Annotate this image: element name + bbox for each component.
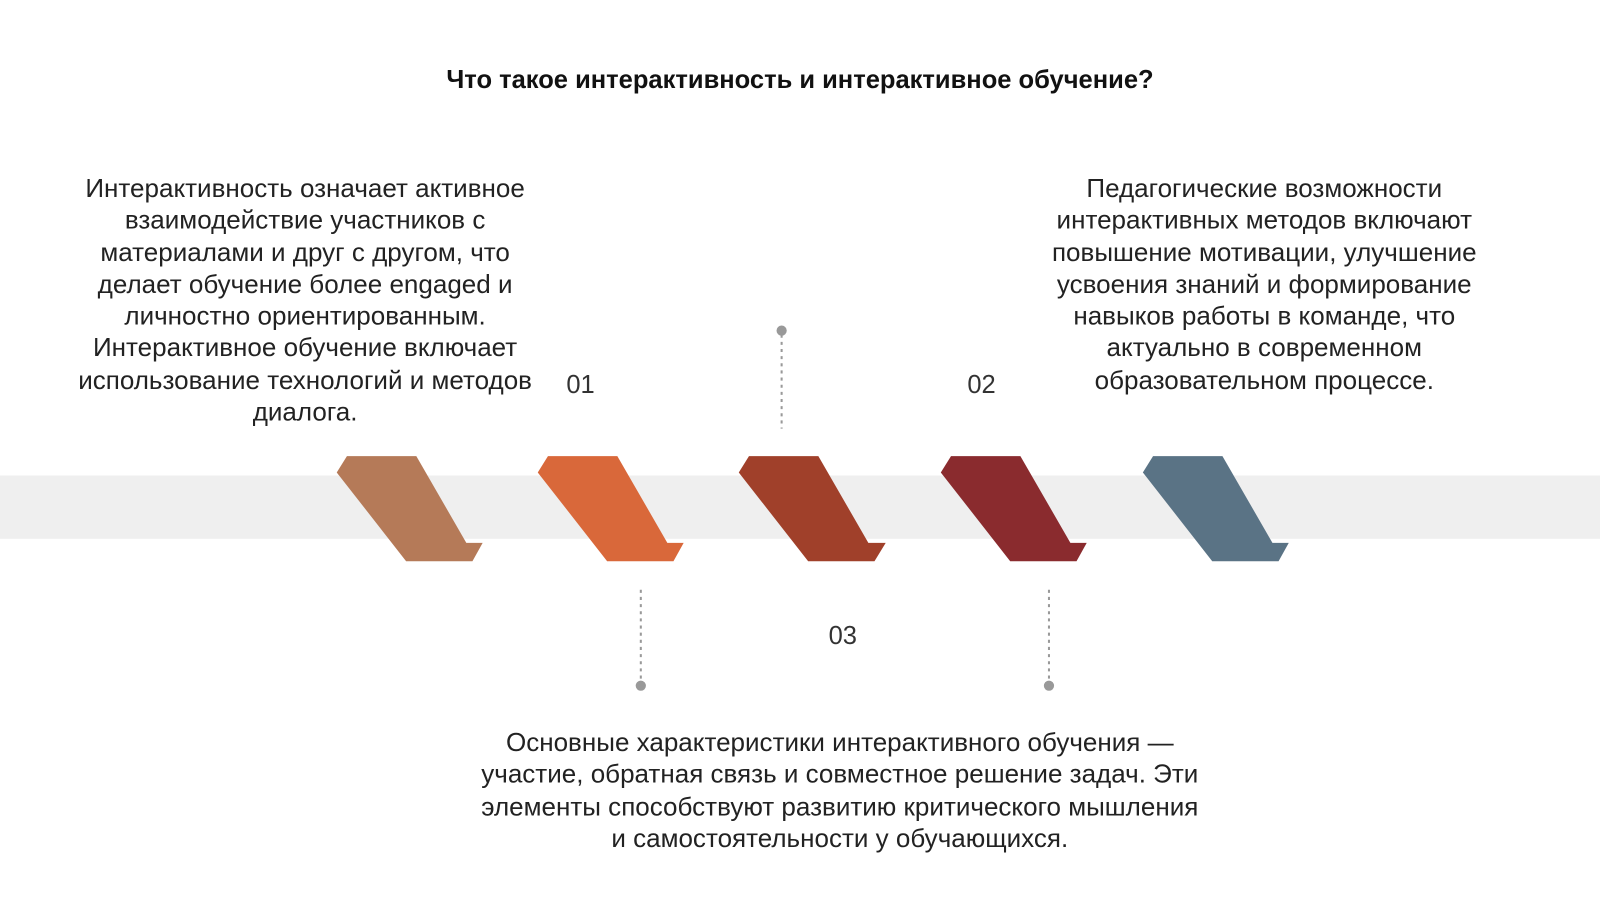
item-number: 03 [828, 621, 857, 650]
chevron [940, 456, 1087, 562]
connector-dot [1043, 680, 1055, 691]
item-number: 01 [566, 370, 595, 399]
item-text: Основные характеристики интерактивного о… [481, 728, 1199, 853]
chevron [336, 456, 483, 562]
connector-dot [776, 325, 787, 336]
chevron [1142, 456, 1289, 562]
chevron [738, 456, 886, 562]
item-text: Интерактивность означает активное взаимо… [78, 174, 532, 427]
chevron [537, 456, 684, 562]
slide-title: Что такое интерактивность и интерактивно… [446, 65, 1154, 94]
item-number: 02 [967, 370, 996, 399]
chevrons [336, 456, 1289, 562]
connectors [639, 334, 1050, 682]
connector-dot [635, 680, 646, 691]
item-text: Педагогические возможности интерактивных… [1051, 174, 1477, 395]
